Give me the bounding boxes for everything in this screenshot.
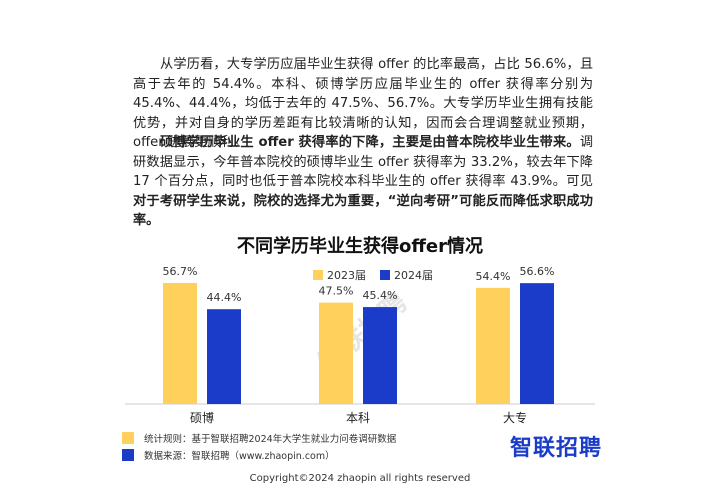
bar-2024届-大专 bbox=[520, 283, 554, 404]
legend-item-2024: 2024届 bbox=[380, 267, 433, 283]
note-source-text: 智联招聘（www.zhaopin.com） bbox=[191, 451, 335, 462]
bar-2023届-本科 bbox=[319, 302, 353, 404]
note-swatch-yellow bbox=[122, 432, 134, 444]
bar-2023届-大专 bbox=[476, 287, 510, 404]
note-swatch-blue bbox=[122, 449, 134, 461]
paragraph-education: 从学历看，大专学历应届毕业生获得 offer 的比率最高，占比 56.6%，且高… bbox=[133, 55, 593, 153]
note-stat-label: 统计规则： bbox=[144, 434, 192, 445]
bar-2024届-硕博 bbox=[207, 309, 241, 404]
paragraph-education-text: 从学历看，大专学历应届毕业生获得 offer 的比率最高，占比 56.6%，且高… bbox=[133, 57, 593, 151]
data-label-2024届-硕博: 44.4% bbox=[207, 291, 242, 304]
note-source-label: 数据来源： bbox=[144, 451, 192, 462]
data-label-2024届-本科: 45.4% bbox=[363, 289, 398, 302]
bar-chart: 56.7% 44.4% 硕博 47.5% 45.4% 本科 54.4% 56.6% 大专 bbox=[125, 265, 595, 425]
paragraph-postgrad-body: 调研数据显示，今年普本院校的硕博毕业生 offer 获得率为 33.2%，较去年… bbox=[133, 135, 593, 190]
copyright: Copyright©2024 zhaopin all rights reserv… bbox=[249, 473, 471, 484]
note-data-source: 数据来源： 智联招聘（www.zhaopin.com） bbox=[122, 448, 335, 462]
legend-label-2024: 2024届 bbox=[394, 269, 433, 282]
category-label-硕博: 硕博 bbox=[190, 410, 214, 425]
paragraph-postgrad-bold-lead: 硕博学历毕业生 offer 获得率的下降，主要是由普本院校毕业生带来。 bbox=[160, 135, 580, 150]
category-label-大专: 大专 bbox=[503, 410, 527, 425]
bar-2024届-本科 bbox=[363, 307, 397, 404]
legend-item-2023: 2023届 bbox=[313, 267, 366, 283]
data-label-2023届-本科: 47.5% bbox=[319, 285, 354, 298]
paragraph-postgrad: 硕博学历毕业生 offer 获得率的下降，主要是由普本院校毕业生带来。调研数据显… bbox=[133, 133, 593, 231]
note-stat-rule: 统计规则： 基于智联招聘2024年大学生就业力问卷调研数据 bbox=[122, 431, 396, 445]
zhaopin-logo: 智联招聘 bbox=[510, 436, 603, 461]
paragraph-postgrad-bold-tail: 对于考研学生来说，院校的选择尤为重要，“逆向考研”可能反而降低求职成功率。 bbox=[133, 193, 593, 229]
legend-swatch-2024 bbox=[380, 270, 390, 280]
data-label-2023届-大专: 54.4% bbox=[476, 270, 511, 283]
category-label-本科: 本科 bbox=[346, 411, 370, 425]
chart-legend: 2023届 2024届 bbox=[313, 267, 433, 283]
chart-title: 不同学历毕业生获得offer情况 bbox=[236, 236, 484, 257]
note-stat-text: 基于智联招聘2024年大学生就业力问卷调研数据 bbox=[191, 434, 397, 445]
data-label-2024届-大专: 56.6% bbox=[520, 265, 555, 278]
data-label-2023届-硕博: 56.7% bbox=[163, 265, 198, 278]
legend-label-2023: 2023届 bbox=[327, 269, 366, 282]
legend-swatch-2023 bbox=[313, 270, 323, 280]
bar-2023届-硕博 bbox=[163, 282, 197, 404]
